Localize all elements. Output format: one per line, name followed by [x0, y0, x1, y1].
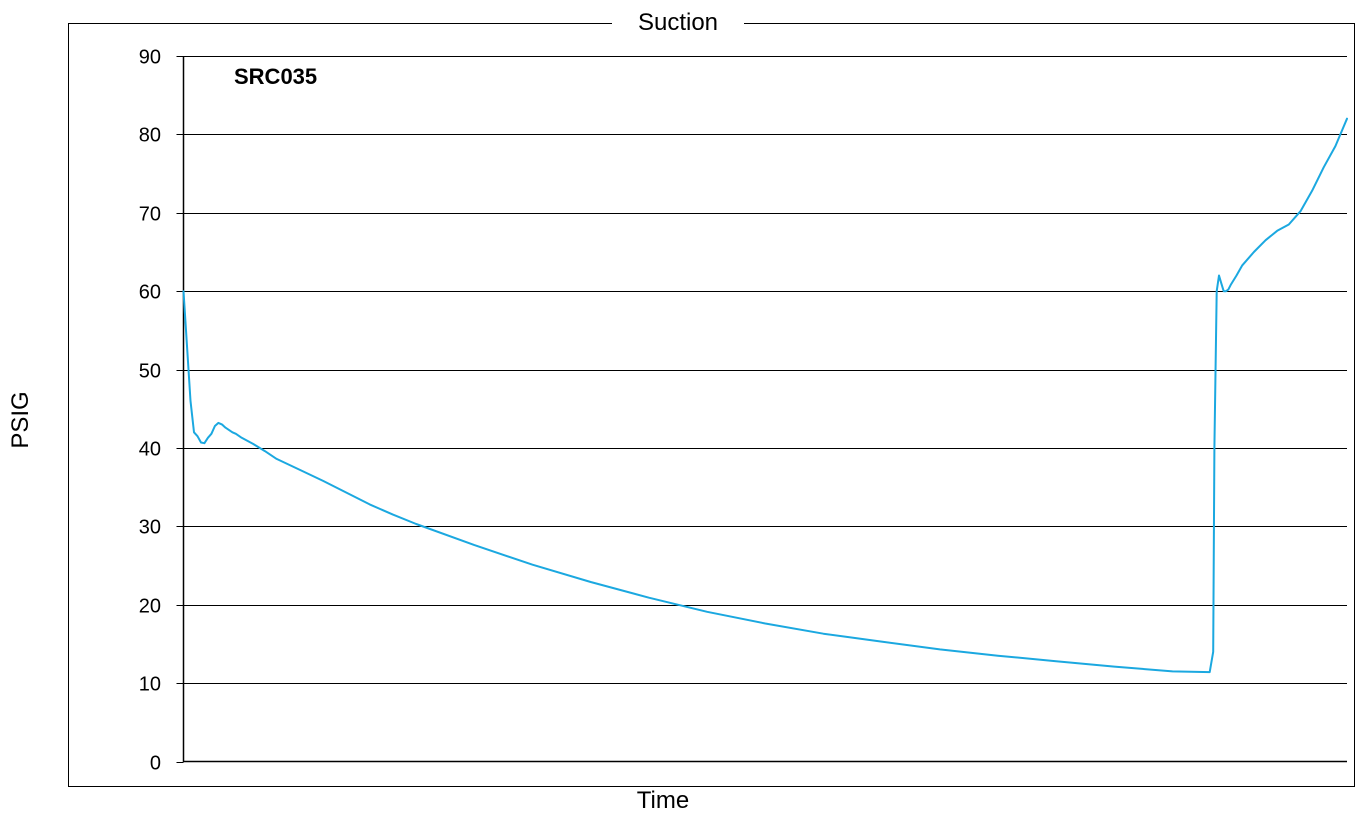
y-tick-label-50: 50	[139, 361, 161, 383]
y-tick-labels: 0 10 20 30 40 50 60 70 80 90	[139, 47, 184, 775]
series-layer	[182, 117, 1348, 674]
title-background	[612, 4, 744, 34]
y-tick-label-20: 20	[139, 596, 161, 618]
y-tick-label-0: 0	[150, 753, 161, 775]
chart-title: Suction	[638, 9, 718, 36]
grid-lines	[183, 56, 1347, 684]
y-axis-title: PSIG	[7, 391, 34, 448]
y-tick-label-30: 30	[139, 517, 161, 539]
y-tick-label-80: 80	[139, 125, 161, 147]
chart-annotation: SRC035	[234, 64, 317, 89]
x-axis-title: Time	[637, 787, 689, 813]
series-line-0	[182, 117, 1348, 674]
y-tick-label-60: 60	[139, 282, 161, 304]
chart-frame	[68, 23, 1355, 787]
y-tick-label-70: 70	[139, 204, 161, 226]
y-tick-label-40: 40	[139, 439, 161, 461]
y-tick-label-10: 10	[139, 674, 161, 696]
y-tick-label-90: 90	[139, 47, 161, 69]
